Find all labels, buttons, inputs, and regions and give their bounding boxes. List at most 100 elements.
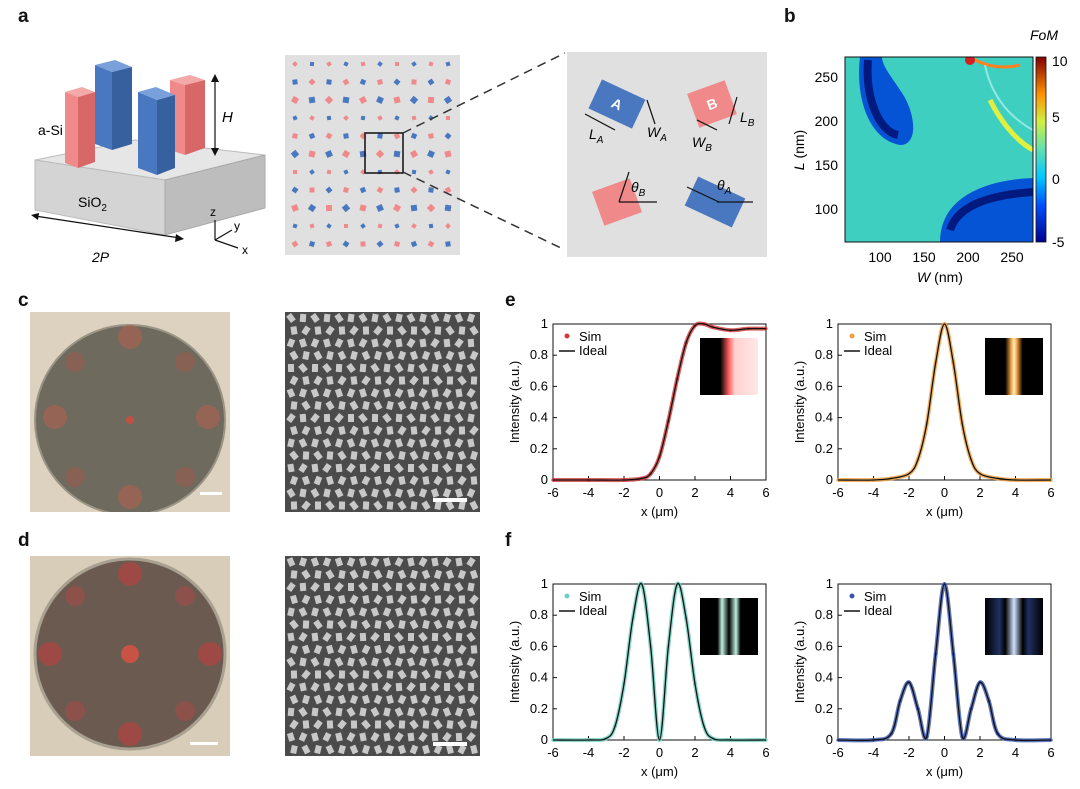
nanopillar [302,351,310,360]
pillar-a [343,169,349,175]
nanopillar [299,488,307,498]
fom-ridge [984,64,1033,131]
nanopillar [469,400,479,411]
zoom-line [402,52,566,134]
nanopillar [359,732,367,742]
plot-f-left: -6 -4 -2 0 2 4 6 0 0.2 0.4 0.6 0.8 1 x (μm) Intensity … [507,576,770,779]
x-tick-label: 250 [1000,249,1024,265]
nanopillar [299,682,307,692]
unit-cell-schematic: H a-Si SiO2 2P z y x [31,60,266,265]
axis-z-label: z [210,205,216,219]
nanopillar [311,363,319,373]
nanopillar [385,475,395,486]
nanopillar [454,313,464,323]
nanopillar [358,607,368,617]
nanopillar [370,707,380,717]
nanopillar [371,313,379,323]
pillar-b [292,133,298,139]
pillar-b [309,115,315,121]
nanopillar [433,644,443,655]
nanopillar [445,325,455,336]
nanopillar [290,670,298,679]
nanopillar [406,438,416,448]
x-tick-label: 4 [1012,745,1019,760]
nanopillar [370,388,380,398]
nanopillar [298,463,308,473]
pillar-b [377,115,383,121]
lens-spot [196,405,220,429]
nanopillar [373,325,383,336]
nanopillar [371,682,379,692]
pillar-a [325,186,333,194]
nanopillar [398,451,406,460]
nanopillar [385,350,395,361]
nanopillar [469,350,479,361]
fom-high-ridge [987,98,1033,153]
nanopillar [443,438,451,448]
nanopillar [361,744,371,755]
nanopillar [418,707,428,717]
legend-sim-label: Sim [579,329,601,344]
nanopillar [358,338,368,348]
nanopillar [370,438,380,448]
nanopillar [386,595,394,604]
arrow-head-icon [211,74,219,82]
lens-photo-c [30,312,230,512]
pillar-b [325,204,333,212]
nanopillar [290,501,298,510]
nanopillar [422,619,430,630]
y-tick-label: 150 [815,157,839,173]
nanopillar [290,594,298,605]
nanopillar [348,414,354,422]
nanopillar [421,500,431,511]
nanopillar [470,476,478,485]
nanopillar [313,619,323,630]
nanopillar [419,413,427,423]
pillar-b [393,132,401,140]
nanopillar [397,569,407,580]
nanopillar [370,463,380,473]
nanopillar [466,363,476,373]
blue-pillar-top [138,87,175,100]
nanopillar [349,694,359,705]
lens-spot [175,467,195,487]
nanopillar [289,694,299,705]
lens-photo-d [30,556,230,756]
nanopillar [347,682,355,692]
pillar-a [359,186,367,194]
x-tick-label: 200 [956,249,980,265]
nanopillar [298,363,308,373]
pillar-b [444,150,452,158]
nanopillar [310,657,320,667]
nanopillar [419,682,427,692]
nanopillar [349,569,359,580]
x-tick-label: 0 [941,485,948,500]
nanopillar [455,388,463,398]
x-tick-label: -4 [868,745,880,760]
nanopillar [467,338,475,348]
nanopillar [326,451,334,460]
nanopillar [322,707,332,717]
nanopillar [409,744,419,755]
nanopillar [373,694,383,705]
nanopillar [458,500,466,511]
x-tick-label: -6 [832,745,844,760]
nanopillar [337,475,347,486]
nanopillar [383,388,391,398]
nanopillar [323,313,331,323]
nanopillar [434,670,442,679]
nanopillar [445,350,455,361]
nanopillar [346,388,356,398]
nanopillar [373,350,383,361]
pillar-a [376,240,384,248]
nanopillar [431,632,439,642]
nanopillar [349,425,359,436]
pillar-a [393,150,401,158]
nanopillar [383,463,391,473]
nanopillar [313,719,323,730]
x-tick-label: 6 [762,485,769,500]
nanopillar [382,338,392,348]
y-tick-label: 250 [815,69,839,85]
nanopillar [469,594,479,605]
pillar-a [428,223,434,229]
